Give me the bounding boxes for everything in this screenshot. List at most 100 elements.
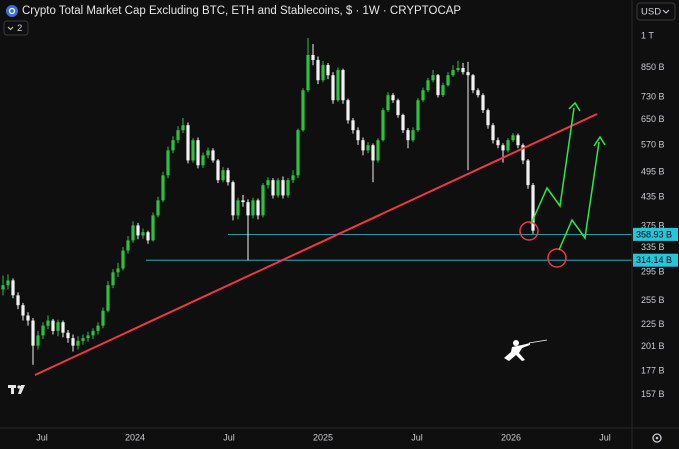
candle-body xyxy=(216,160,220,181)
currency-label[interactable]: USD xyxy=(641,7,661,18)
candle-body xyxy=(141,232,145,236)
candle-body xyxy=(241,200,245,203)
gear[interactable] xyxy=(652,433,662,443)
candle-body xyxy=(281,180,285,196)
candle-body xyxy=(506,140,510,151)
candle-body xyxy=(176,130,180,141)
candle-body xyxy=(446,75,450,86)
candle-body xyxy=(461,68,465,73)
candle-body xyxy=(76,340,80,346)
candle-body xyxy=(491,125,495,141)
currency-button[interactable] xyxy=(636,2,676,21)
candle-body xyxy=(81,338,85,341)
candle-body xyxy=(251,200,255,216)
y-tick-label: 850 B xyxy=(641,62,665,72)
settings-icon[interactable] xyxy=(652,433,662,443)
candle-body xyxy=(406,130,410,141)
candle-body xyxy=(261,185,265,216)
candle-body xyxy=(91,330,95,336)
candle-body xyxy=(131,225,135,241)
chevron xyxy=(7,26,14,31)
y-tick-label: 225 B xyxy=(641,319,665,329)
candle-body xyxy=(231,182,235,216)
candle-body xyxy=(41,325,45,336)
candle-body xyxy=(86,335,90,339)
candle-body xyxy=(126,240,130,251)
candle-body xyxy=(331,75,335,101)
candle-body xyxy=(366,145,370,151)
marker-circle xyxy=(519,221,539,241)
candle-body xyxy=(111,272,115,286)
plot-area xyxy=(1,38,632,365)
candle-body xyxy=(381,110,385,141)
candle-body xyxy=(276,180,280,196)
y-tick-label: 495 B xyxy=(641,167,665,177)
candle-body xyxy=(221,170,225,181)
marker-circle xyxy=(547,248,567,268)
candle-body xyxy=(186,125,190,161)
tv-logo xyxy=(8,385,25,394)
candle-body xyxy=(71,338,75,346)
candle-body xyxy=(246,202,250,216)
candle-body xyxy=(481,95,485,111)
candle-body xyxy=(36,335,40,346)
chart-title[interactable]: Crypto Total Market Cap Excluding BTC, E… xyxy=(22,5,461,17)
projection-arrow xyxy=(558,141,600,251)
candle-body xyxy=(211,150,215,161)
candle-body xyxy=(531,185,535,231)
candle-body xyxy=(56,322,60,331)
candle-body xyxy=(26,315,30,321)
candle-body xyxy=(371,145,375,161)
candle-body xyxy=(236,200,240,216)
candle-body xyxy=(311,54,315,60)
candle-body xyxy=(256,200,260,216)
candle-body xyxy=(151,215,155,241)
candle-body xyxy=(16,295,20,306)
arrow-head xyxy=(593,135,606,147)
candle-body xyxy=(451,70,455,76)
candle-body xyxy=(286,180,290,196)
price-label-box xyxy=(633,253,678,267)
candle-body xyxy=(116,268,120,273)
indicator-count[interactable]: 2 xyxy=(17,23,22,34)
candle-body xyxy=(526,160,530,186)
candle-body xyxy=(316,59,320,81)
candle-body xyxy=(501,145,505,151)
candle-body xyxy=(346,100,350,121)
candle-body xyxy=(171,140,175,151)
y-tick-label: 650 B xyxy=(641,114,665,124)
candle-body xyxy=(11,280,15,296)
symbol-logo xyxy=(6,5,18,17)
candle-body xyxy=(1,285,5,290)
candle-body xyxy=(61,322,65,333)
candle-body xyxy=(401,115,405,131)
candle-body xyxy=(431,75,435,81)
candle-body xyxy=(361,140,365,151)
x-tick-label: Jul xyxy=(223,432,235,442)
gear-center[interactable] xyxy=(655,436,659,440)
candle-body xyxy=(146,232,150,241)
candle-body xyxy=(341,70,345,101)
symbol-logo-mark xyxy=(8,7,16,15)
candle-body xyxy=(66,332,70,339)
candle-body xyxy=(471,75,475,91)
candle-body xyxy=(101,310,105,326)
candle-body xyxy=(296,130,300,176)
candle-body xyxy=(206,150,210,156)
candle-body xyxy=(396,100,400,116)
y-tick-label: 435 B xyxy=(641,192,665,202)
candle-body xyxy=(426,80,430,91)
candle-body xyxy=(321,65,325,81)
candle-body xyxy=(301,90,305,131)
price-label-box xyxy=(633,227,678,241)
candle-body xyxy=(196,140,200,166)
x-tick-label: Jul xyxy=(599,432,611,442)
candle-body xyxy=(441,85,445,96)
candle-body xyxy=(391,95,395,101)
y-tick-label: 730 B xyxy=(641,91,665,101)
fencer-icon xyxy=(504,339,548,361)
candle-body xyxy=(436,75,440,96)
indicators-toggle[interactable] xyxy=(3,20,29,36)
